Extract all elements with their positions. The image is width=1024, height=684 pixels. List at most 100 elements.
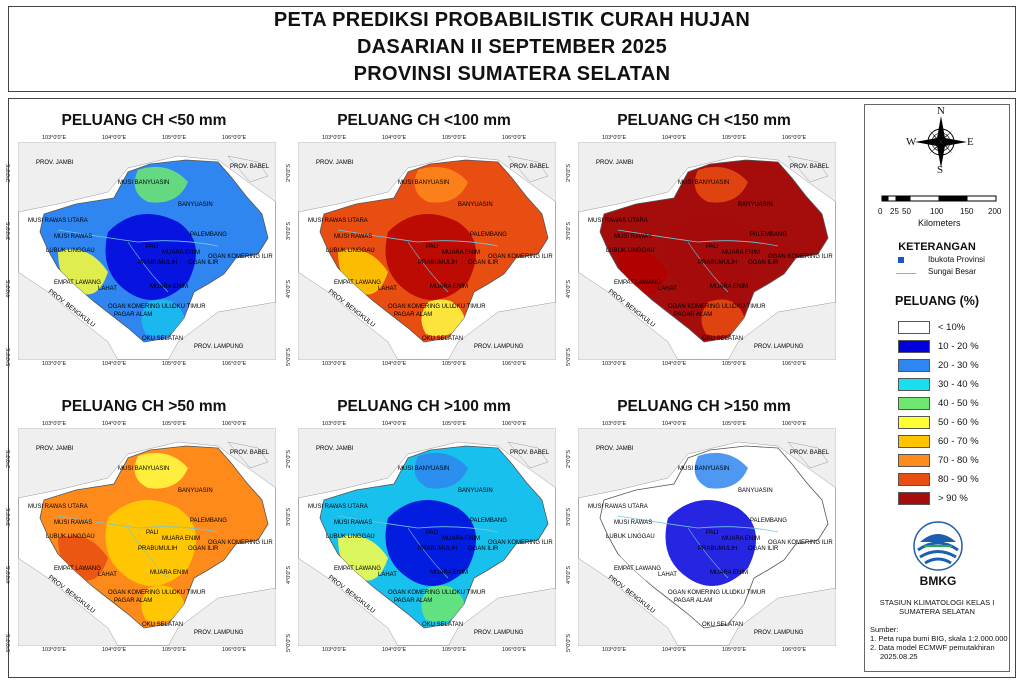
latitude-label: 4°0'0"S: [6, 566, 12, 585]
longitude-label: 105°0'0"E: [442, 361, 467, 367]
legend-swatch: [898, 472, 930, 486]
longitude-label: 104°0'0"E: [102, 135, 127, 141]
latitude-label: 2°0'0"S: [566, 450, 572, 469]
svg-text:OKU TIMUR: OKU TIMUR: [172, 304, 206, 310]
svg-text:PROV. BABEL: PROV. BABEL: [230, 164, 270, 170]
legend-swatch: [898, 396, 930, 410]
svg-text:PROV. BABEL: PROV. BABEL: [790, 164, 830, 170]
svg-text:MUSI RAWAS: MUSI RAWAS: [614, 234, 652, 240]
svg-text:PALEMBANG: PALEMBANG: [470, 518, 507, 524]
svg-text:PALI: PALI: [426, 530, 439, 536]
svg-text:PALI: PALI: [146, 244, 159, 250]
longitude-label: 106°0'0"E: [782, 135, 807, 141]
svg-text:PROV. JAMBI: PROV. JAMBI: [316, 160, 354, 166]
svg-text:MUARA ENIM: MUARA ENIM: [162, 250, 200, 256]
svg-text:OGAN KOMERING ILIR: OGAN KOMERING ILIR: [488, 540, 553, 546]
svg-text:EMPAT LAWANG: EMPAT LAWANG: [614, 566, 661, 572]
longitude-label: 105°0'0"E: [722, 135, 747, 141]
longitude-label: 104°0'0"E: [382, 421, 407, 427]
keterangan-heading: KETERANGAN: [898, 241, 976, 253]
svg-text:BANYUASIN: BANYUASIN: [738, 488, 773, 494]
legend-swatch: [898, 491, 930, 505]
map-panel-2: PELUANG CH <100 mm PROV. BENGKULU PROV. JA…: [286, 112, 560, 367]
latitude-label: 2°0'0"S: [286, 164, 292, 183]
svg-text:LAHAT: LAHAT: [378, 572, 397, 578]
source-1: 1. Peta rupa bumi BIG, skala 1:2.000.000: [870, 634, 1008, 643]
svg-text:OKU TIMUR: OKU TIMUR: [732, 590, 766, 596]
svg-text:LUBUK LINGGAU: LUBUK LINGGAU: [326, 248, 375, 254]
longitude-label: 103°0'0"E: [322, 135, 347, 141]
scale-bar: [881, 195, 997, 202]
legend-class-row: 60 - 70 %: [898, 434, 979, 448]
legend-swatch: [898, 320, 930, 334]
longitude-label: 103°0'0"E: [602, 135, 627, 141]
longitude-label: 105°0'0"E: [162, 647, 187, 653]
svg-text:PAGAR ALAM: PAGAR ALAM: [674, 598, 712, 604]
svg-text:MUSI RAWAS: MUSI RAWAS: [334, 234, 372, 240]
scale-unit: Kilometers: [918, 218, 961, 228]
svg-text:LAHAT: LAHAT: [98, 286, 117, 292]
legend-class-label: > 90 %: [938, 492, 968, 504]
latitude-label: 3°0'0"S: [286, 222, 292, 241]
svg-text:PALEMBANG: PALEMBANG: [190, 518, 227, 524]
longitude-label: 104°0'0"E: [662, 647, 687, 653]
svg-text:PROV. JAMBI: PROV. JAMBI: [596, 446, 634, 452]
map-panel-6: PELUANG CH >150 mm PROV. BENGKULU PROV. JA…: [566, 398, 840, 653]
svg-text:LUBUK LINGGAU: LUBUK LINGGAU: [606, 534, 655, 540]
svg-text:MUSI BANYUASIN: MUSI BANYUASIN: [398, 466, 449, 472]
longitude-label: 105°0'0"E: [442, 135, 467, 141]
longitude-label: 103°0'0"E: [42, 361, 67, 367]
longitude-label: 103°0'0"E: [322, 421, 347, 427]
svg-text:BANYUASIN: BANYUASIN: [738, 202, 773, 208]
svg-text:MUSI RAWAS UTARA: MUSI RAWAS UTARA: [308, 504, 368, 510]
svg-text:EMPAT LAWANG: EMPAT LAWANG: [334, 566, 381, 572]
svg-text:OGAN ILIR: OGAN ILIR: [748, 546, 779, 552]
longitude-label: 104°0'0"E: [382, 647, 407, 653]
longitude-label: 104°0'0"E: [662, 421, 687, 427]
svg-text:LUBUK LINGGAU: LUBUK LINGGAU: [326, 534, 375, 540]
longitude-label: 106°0'0"E: [502, 647, 527, 653]
map-panel-title: PELUANG CH <50 mm: [61, 112, 227, 129]
maps-frame: [8, 98, 1016, 678]
svg-text:OKU TIMUR: OKU TIMUR: [732, 304, 766, 310]
svg-text:BANYUASIN: BANYUASIN: [458, 202, 493, 208]
svg-text:BANYUASIN: BANYUASIN: [178, 202, 213, 208]
svg-text:OGAN KOMERING ILIR: OGAN KOMERING ILIR: [768, 540, 833, 546]
svg-text:OKU SELATAN: OKU SELATAN: [142, 622, 183, 628]
svg-text:EMPAT LAWANG: EMPAT LAWANG: [614, 280, 661, 286]
longitude-label: 104°0'0"E: [382, 135, 407, 141]
svg-text:OGAN KOMERING ULU: OGAN KOMERING ULU: [388, 304, 454, 310]
legend-panel: [864, 104, 1010, 672]
latitude-label: 4°0'0"S: [286, 566, 292, 585]
longitude-label: 105°0'0"E: [722, 361, 747, 367]
legend-class-label: 60 - 70 %: [938, 435, 979, 447]
svg-text:BANYUASIN: BANYUASIN: [458, 488, 493, 494]
svg-text:MUSI RAWAS UTARA: MUSI RAWAS UTARA: [588, 218, 648, 224]
longitude-label: 105°0'0"E: [722, 647, 747, 653]
svg-text:OKU SELATAN: OKU SELATAN: [422, 622, 463, 628]
legend-class-label: 50 - 60 %: [938, 416, 979, 428]
svg-text:MUSI RAWAS UTARA: MUSI RAWAS UTARA: [588, 504, 648, 510]
longitude-label: 103°0'0"E: [322, 647, 347, 653]
map-panel-3: PELUANG CH <150 mm PROV. BENGKULU PROV. JA…: [566, 112, 840, 367]
svg-text:MUARA ENIM: MUARA ENIM: [710, 570, 748, 576]
map-panel-title: PELUANG CH >150 mm: [617, 398, 791, 415]
map-panel-title: PELUANG CH >50 mm: [61, 398, 227, 415]
svg-text:PALEMBANG: PALEMBANG: [750, 518, 787, 524]
legend-swatch: [898, 415, 930, 429]
longitude-label: 103°0'0"E: [602, 361, 627, 367]
latitude-label: 3°0'0"S: [6, 508, 12, 527]
svg-text:OGAN KOMERING ILIR: OGAN KOMERING ILIR: [488, 254, 553, 260]
svg-text:MUARA ENIM: MUARA ENIM: [430, 284, 468, 290]
longitude-label: 106°0'0"E: [222, 135, 247, 141]
svg-text:OGAN KOMERING ULU: OGAN KOMERING ULU: [108, 590, 174, 596]
scale-tick-label: 25: [890, 207, 899, 216]
longitude-label: 103°0'0"E: [42, 135, 67, 141]
svg-text:OKU SELATAN: OKU SELATAN: [702, 336, 743, 342]
svg-text:PRABUMULIH: PRABUMULIH: [698, 260, 737, 266]
longitude-label: 103°0'0"E: [42, 421, 67, 427]
map-title-line3: PROVINSI SUMATERA SELATAN: [353, 63, 671, 85]
svg-text:PROV. LAMPUNG: PROV. LAMPUNG: [194, 344, 244, 350]
longitude-label: 106°0'0"E: [222, 361, 247, 367]
sungai-label: Sungai Besar: [928, 267, 977, 276]
